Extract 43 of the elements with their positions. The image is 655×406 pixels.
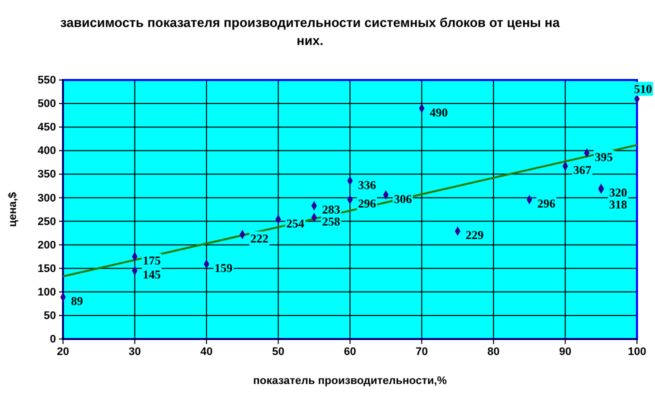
x-tick-label: 60	[344, 346, 356, 358]
data-label: 254	[286, 216, 304, 230]
x-tick-label: 70	[416, 346, 428, 358]
x-tick-label: 90	[559, 346, 572, 358]
y-tick-label: 250	[38, 216, 56, 228]
data-label: 175	[142, 254, 161, 268]
data-label: 229	[466, 228, 484, 242]
data-label: 89	[71, 294, 83, 308]
data-label: 367	[573, 163, 592, 178]
data-label: 306	[394, 192, 412, 206]
x-tick-label: 20	[56, 346, 70, 358]
data-label: 258	[322, 214, 340, 229]
data-label: 296	[537, 196, 556, 211]
data-label: 283	[322, 202, 340, 217]
data-label: 510	[634, 82, 652, 96]
data-label: 296	[358, 196, 376, 211]
data-label: 145	[142, 268, 161, 282]
data-label: 222	[250, 231, 268, 246]
y-tick-label: 300	[38, 192, 56, 204]
x-tick-label: 100	[628, 346, 646, 358]
x-tick-label: 80	[487, 346, 500, 358]
y-tick-label: 100	[38, 286, 56, 298]
data-label: 159	[214, 261, 232, 276]
y-axis-title: цена,$	[7, 192, 19, 227]
x-tick-label: 30	[128, 346, 141, 358]
y-tick-label: 150	[38, 262, 56, 275]
chart-title: зависимость показателя производительности системных блоков от цены на них.	[60, 15, 560, 48]
x-axis-title: показатель производительности,%	[253, 375, 448, 387]
data-label: 490	[430, 105, 448, 120]
y-tick-label: 200	[38, 239, 56, 252]
y-tick-label: 450	[38, 122, 56, 134]
x-tick-label: 40	[200, 346, 213, 358]
y-tick-label: 0	[50, 334, 56, 346]
y-tick-label: 350	[38, 168, 56, 181]
y-tick-label: 500	[38, 98, 56, 110]
y-tick-label: 50	[44, 310, 56, 322]
y-tick-label: 400	[38, 145, 56, 158]
data-label: 336	[358, 178, 376, 192]
data-label: 318	[609, 197, 628, 212]
y-tick-label: 550	[38, 74, 56, 87]
data-label: 320	[609, 185, 628, 200]
x-tick-label: 50	[272, 346, 284, 358]
data-label: 395	[594, 150, 613, 164]
